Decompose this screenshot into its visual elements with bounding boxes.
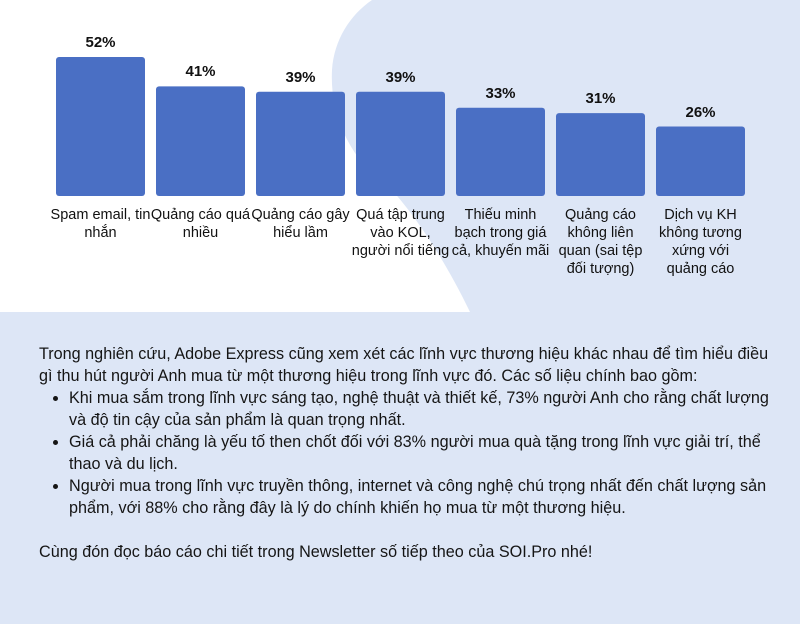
closing-paragraph: Cùng đón đọc báo cáo chi tiết trong News… bbox=[39, 543, 593, 561]
category-label: Quảng cáo không liên quan (sai tệp đối t… bbox=[558, 207, 643, 277]
category-label: Dịch vụ KH không tương xứng với quảng cá… bbox=[659, 207, 742, 277]
bar-value-label: 39% bbox=[285, 68, 316, 86]
bar-chart-svg bbox=[56, 57, 745, 196]
bar-value-label: 26% bbox=[685, 103, 716, 121]
category-label: Quá tập trung vào KOL, người nổi tiếng bbox=[351, 207, 450, 259]
bar-value-label: 31% bbox=[585, 90, 616, 108]
list-item: Khi mua sắm trong lĩnh vực sáng tạo, ngh… bbox=[69, 387, 769, 431]
intro-paragraph: Trong nghiên cứu, Adobe Express cũng xem… bbox=[39, 345, 769, 385]
list-item: Người mua trong lĩnh vực truyền thông, i… bbox=[69, 475, 769, 519]
category-label: Quảng cáo quá nhiều bbox=[150, 207, 251, 241]
key-findings-list: Khi mua sắm trong lĩnh vực sáng tạo, ngh… bbox=[39, 387, 769, 519]
bar-6 bbox=[556, 113, 645, 196]
bar-chart: 52% Spam email, tin nhắn 41% Quảng cáo quá … bbox=[50, 34, 745, 277]
text-panel: Trong nghiên cứu, Adobe Express cũng xem… bbox=[0, 312, 800, 624]
bar-1 bbox=[56, 57, 145, 196]
bar-2 bbox=[156, 86, 245, 196]
bar-3 bbox=[256, 91, 345, 196]
bar-value-label: 52% bbox=[85, 34, 116, 51]
bar-5 bbox=[456, 107, 545, 196]
category-label: Thiếu minh bạch trong giá cả, khuyến mãi bbox=[451, 207, 550, 259]
text-content: Trong nghiên cứu, Adobe Express cũng xem… bbox=[39, 343, 769, 563]
bar-value-label: 41% bbox=[185, 63, 216, 81]
list-item: Giá cả phải chăng là yếu tố then chốt đố… bbox=[69, 431, 769, 475]
bar-value-label: 33% bbox=[485, 84, 516, 102]
bar-7 bbox=[656, 126, 745, 196]
category-label: Spam email, tin nhắn bbox=[50, 207, 151, 241]
bar-4 bbox=[356, 91, 445, 196]
bar-value-label: 39% bbox=[385, 68, 416, 86]
category-label: Quảng cáo gây hiểu lầm bbox=[251, 207, 350, 241]
